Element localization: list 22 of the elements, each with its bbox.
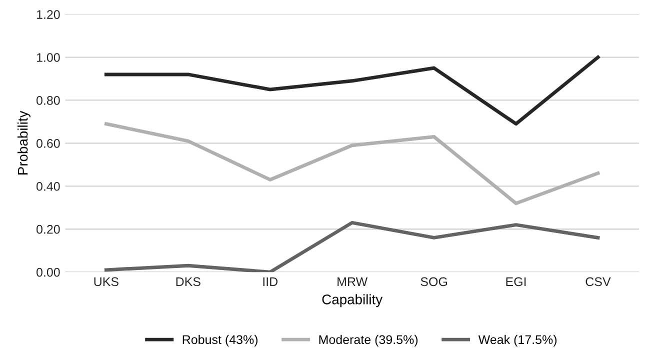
- y-tick-label: 0.20: [36, 224, 60, 234]
- y-tick-label: 0.60: [36, 139, 60, 148]
- x-tick-label: UKS: [94, 277, 118, 286]
- x-tick-label: DKS: [176, 277, 200, 286]
- y-tick-label: 1.20: [36, 10, 60, 19]
- y-tick-label: 0.80: [36, 96, 60, 105]
- x-tick-label: CSV: [586, 277, 611, 286]
- x-tick-label: IID: [263, 277, 278, 286]
- y-tick-label: 0.40: [36, 182, 60, 191]
- x-tick-label: MRW: [338, 277, 368, 286]
- legend-label: Robust (43%): [182, 334, 258, 347]
- line-series: [104, 220, 600, 272]
- y-tick-label: 0.00: [36, 268, 60, 277]
- x-axis-title: Capability: [322, 294, 383, 308]
- y-axis-title: Probability: [18, 110, 30, 174]
- legend-label: Weak (17.5%): [478, 334, 557, 347]
- legend-label: Moderate (39.5%): [319, 334, 418, 347]
- x-tick-label: EGI: [506, 277, 526, 286]
- y-tick-label: 1.00: [36, 53, 60, 62]
- line-series: [104, 122, 600, 206]
- line-series: [104, 56, 600, 126]
- x-tick-label: SOG: [420, 277, 448, 286]
